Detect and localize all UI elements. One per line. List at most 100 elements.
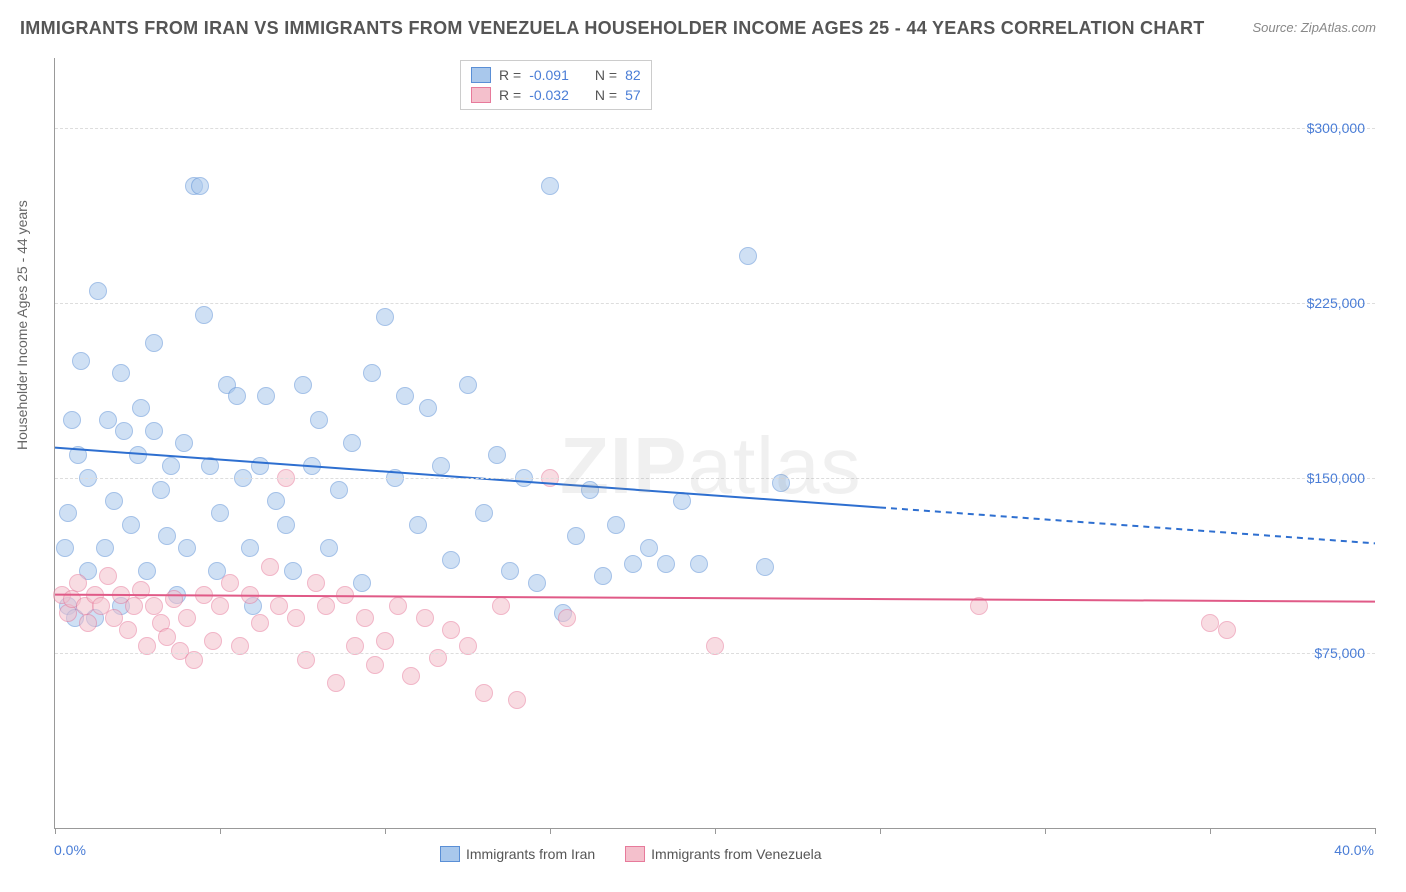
data-point	[594, 567, 612, 585]
stat-n-label: N =	[595, 67, 617, 83]
data-point	[475, 684, 493, 702]
data-point	[211, 504, 229, 522]
data-point	[241, 586, 259, 604]
stat-n-value: 57	[625, 87, 641, 103]
data-point	[294, 376, 312, 394]
stat-r-value: -0.032	[529, 87, 569, 103]
data-point	[581, 481, 599, 499]
bottom-legend-item: Immigrants from Iran	[440, 846, 595, 862]
data-point	[567, 527, 585, 545]
bottom-legend-label: Immigrants from Iran	[466, 846, 595, 862]
data-point	[228, 387, 246, 405]
x-tick	[1210, 828, 1211, 834]
data-point	[389, 597, 407, 615]
data-point	[165, 590, 183, 608]
data-point	[191, 177, 209, 195]
data-point	[99, 411, 117, 429]
bottom-legend-label: Immigrants from Venezuela	[651, 846, 821, 862]
data-point	[640, 539, 658, 557]
data-point	[376, 632, 394, 650]
y-tick-label: $225,000	[1307, 295, 1365, 311]
data-point	[657, 555, 675, 573]
data-point	[69, 574, 87, 592]
data-point	[99, 567, 117, 585]
stat-legend-row: R = -0.032 N = 57	[471, 85, 641, 105]
data-point	[89, 282, 107, 300]
data-point	[59, 504, 77, 522]
x-tick	[220, 828, 221, 834]
data-point	[363, 364, 381, 382]
data-point	[138, 562, 156, 580]
data-point	[96, 539, 114, 557]
data-point	[528, 574, 546, 592]
stat-r-label: R =	[499, 87, 521, 103]
legend-swatch	[471, 67, 491, 83]
data-point	[558, 609, 576, 627]
bottom-legend-item: Immigrants from Venezuela	[625, 846, 821, 862]
data-point	[158, 527, 176, 545]
data-point	[501, 562, 519, 580]
stat-n-label: N =	[595, 87, 617, 103]
data-point	[690, 555, 708, 573]
data-point	[277, 516, 295, 534]
data-point	[327, 674, 345, 692]
data-point	[756, 558, 774, 576]
data-point	[970, 597, 988, 615]
data-point	[336, 586, 354, 604]
data-point	[201, 457, 219, 475]
y-tick-label: $300,000	[1307, 120, 1365, 136]
data-point	[251, 614, 269, 632]
y-tick-label: $150,000	[1307, 470, 1365, 486]
gridline	[55, 478, 1375, 479]
data-point	[145, 334, 163, 352]
stat-n-value: 82	[625, 67, 641, 83]
x-axis-max-label: 40.0%	[1334, 842, 1374, 858]
stat-legend: R = -0.091 N = 82 R = -0.032 N = 57	[460, 60, 652, 110]
data-point	[115, 422, 133, 440]
data-point	[442, 621, 460, 639]
data-point	[366, 656, 384, 674]
data-point	[409, 516, 427, 534]
data-point	[376, 308, 394, 326]
data-point	[195, 586, 213, 604]
x-tick	[1375, 828, 1376, 834]
data-point	[122, 516, 140, 534]
data-point	[429, 649, 447, 667]
x-tick	[550, 828, 551, 834]
data-point	[310, 411, 328, 429]
data-point	[284, 562, 302, 580]
data-point	[607, 516, 625, 534]
data-point	[442, 551, 460, 569]
data-point	[152, 481, 170, 499]
data-point	[508, 691, 526, 709]
data-point	[303, 457, 321, 475]
chart-source: Source: ZipAtlas.com	[1252, 20, 1376, 35]
stat-r-value: -0.091	[529, 67, 569, 83]
data-point	[56, 539, 74, 557]
data-point	[241, 539, 259, 557]
data-point	[356, 609, 374, 627]
data-point	[488, 446, 506, 464]
legend-swatch	[625, 846, 645, 862]
data-point	[145, 422, 163, 440]
bottom-legend: Immigrants from Iran Immigrants from Vene…	[440, 846, 822, 862]
data-point	[204, 632, 222, 650]
data-point	[1201, 614, 1219, 632]
data-point	[343, 434, 361, 452]
data-point	[267, 492, 285, 510]
data-point	[221, 574, 239, 592]
data-point	[257, 387, 275, 405]
data-point	[162, 457, 180, 475]
data-point	[624, 555, 642, 573]
data-point	[353, 574, 371, 592]
data-point	[541, 177, 559, 195]
x-tick	[55, 828, 56, 834]
data-point	[145, 597, 163, 615]
data-point	[261, 558, 279, 576]
data-point	[459, 376, 477, 394]
gridline	[55, 128, 1375, 129]
data-point	[195, 306, 213, 324]
data-point	[419, 399, 437, 417]
data-point	[69, 446, 87, 464]
data-point	[178, 539, 196, 557]
